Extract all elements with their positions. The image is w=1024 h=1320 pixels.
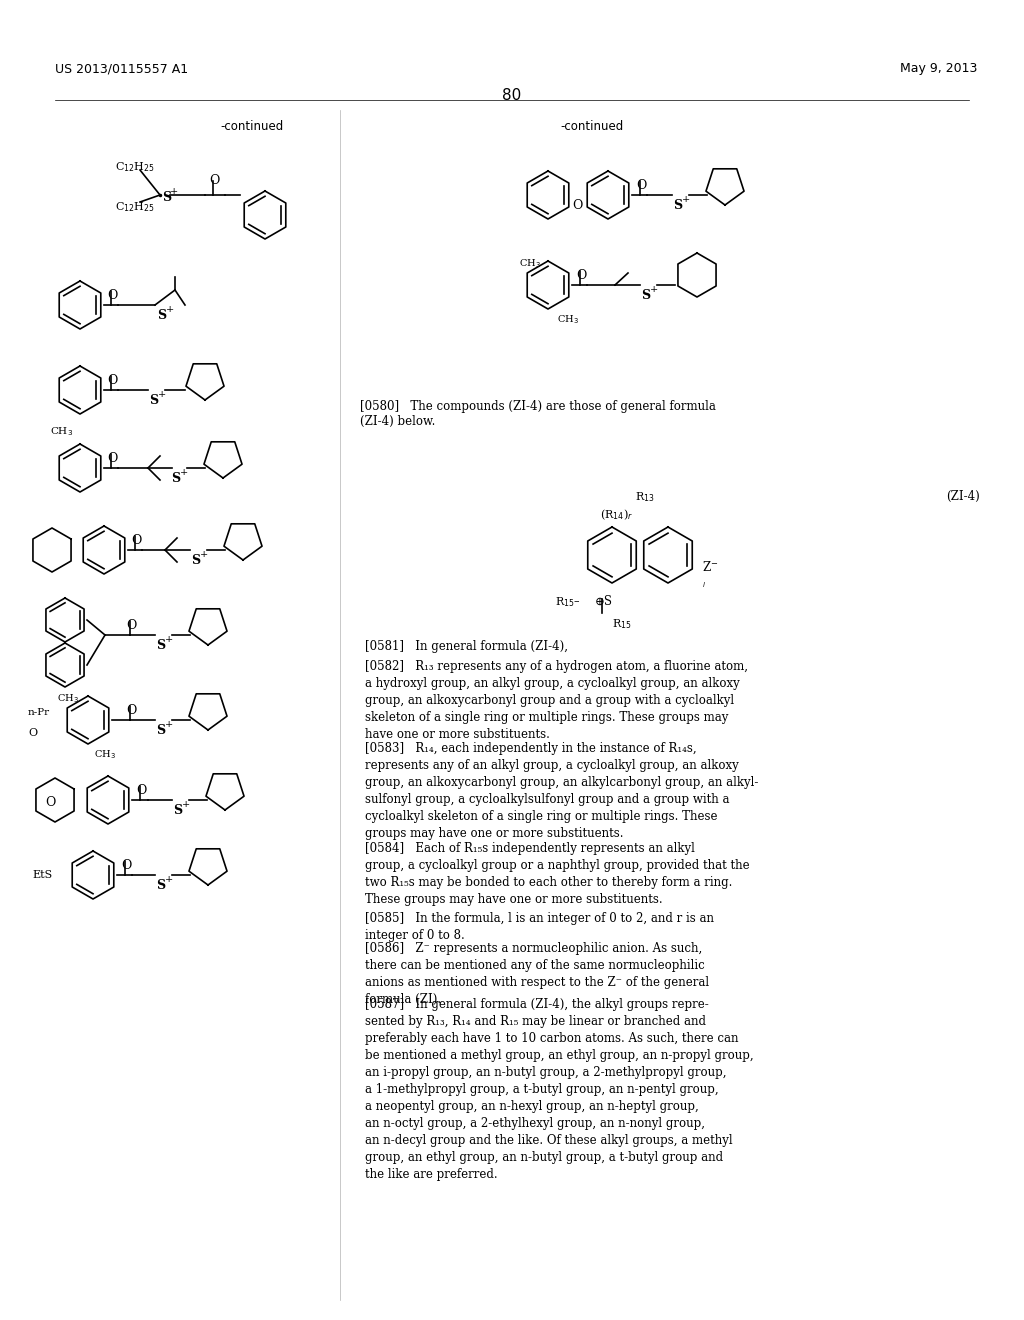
Text: [0583]   R₁₄, each independently in the instance of R₁₄s,
represents any of an a: [0583] R₁₄, each independently in the in…: [365, 742, 759, 840]
Text: S: S: [641, 289, 650, 302]
Text: R$_{13}$: R$_{13}$: [635, 490, 654, 504]
Text: +: +: [682, 195, 690, 205]
Text: (R$_{14}$)$_r$: (R$_{14}$)$_r$: [600, 507, 633, 521]
Text: +: +: [170, 187, 178, 195]
Text: R$_{15}$: R$_{15}$: [612, 616, 632, 631]
Text: S: S: [156, 723, 165, 737]
Text: EtS: EtS: [32, 870, 52, 880]
Text: -continued: -continued: [220, 120, 284, 133]
Text: May 9, 2013: May 9, 2013: [900, 62, 977, 75]
Text: O: O: [575, 269, 587, 282]
Text: [0585]   In the formula, l is an integer of 0 to 2, and r is an
integer of 0 to : [0585] In the formula, l is an integer o…: [365, 912, 714, 942]
Text: +: +: [165, 719, 173, 729]
Text: O: O: [121, 859, 131, 873]
Text: -continued: -continued: [560, 120, 624, 133]
Text: O: O: [106, 451, 118, 465]
Text: Z$^{−}$: Z$^{−}$: [702, 560, 718, 574]
Text: O: O: [209, 174, 219, 187]
Text: [0581]   In general formula (ZI-4),: [0581] In general formula (ZI-4),: [365, 640, 568, 653]
Text: [0584]   Each of R₁₅s independently represents an alkyl
group, a cycloalkyl grou: [0584] Each of R₁₅s independently repres…: [365, 842, 750, 906]
Text: CH$_3$: CH$_3$: [557, 313, 579, 326]
Text: S: S: [157, 309, 166, 322]
Text: O: O: [106, 289, 118, 302]
Text: +: +: [650, 285, 658, 294]
Text: O: O: [572, 199, 583, 213]
Text: O: O: [28, 729, 37, 738]
Text: +: +: [180, 469, 188, 477]
Text: S: S: [156, 879, 165, 892]
Text: +: +: [182, 800, 190, 809]
Text: [0587]   In general formula (ZI-4), the alkyl groups repre-
sented by R₁₃, R₁₄ a: [0587] In general formula (ZI-4), the al…: [365, 998, 754, 1181]
Text: +: +: [158, 389, 166, 399]
Text: R$_{15}$–: R$_{15}$–: [555, 595, 581, 609]
Text: S: S: [171, 473, 180, 484]
Text: $_l$: $_l$: [702, 579, 706, 590]
Text: +: +: [165, 875, 173, 884]
Text: CH$_3$: CH$_3$: [50, 425, 74, 438]
Text: C$_{12}$H$_{25}$: C$_{12}$H$_{25}$: [115, 160, 155, 174]
Text: (ZI-4): (ZI-4): [946, 490, 980, 503]
Text: ⊕S: ⊕S: [595, 595, 613, 609]
Text: S: S: [673, 199, 682, 213]
Text: O: O: [126, 619, 136, 632]
Text: +: +: [165, 635, 173, 644]
Text: CH$_3$: CH$_3$: [519, 257, 541, 269]
Text: C$_{12}$H$_{25}$: C$_{12}$H$_{25}$: [115, 201, 155, 214]
Text: S: S: [191, 554, 200, 568]
Text: O: O: [636, 180, 646, 191]
Text: n-Pr: n-Pr: [28, 708, 50, 717]
Text: O: O: [106, 374, 118, 387]
Text: CH$_3$: CH$_3$: [57, 692, 79, 705]
Text: CH$_3$: CH$_3$: [94, 748, 116, 760]
Text: S: S: [156, 639, 165, 652]
Text: O: O: [45, 796, 55, 809]
Text: 80: 80: [503, 88, 521, 103]
Text: S: S: [150, 393, 158, 407]
Text: S: S: [162, 191, 171, 205]
Text: [0586]   Z⁻ represents a normucleophilic anion. As such,
there can be mentioned : [0586] Z⁻ represents a normucleophilic a…: [365, 942, 710, 1006]
Text: O: O: [126, 704, 136, 717]
Text: S: S: [173, 804, 182, 817]
Text: US 2013/0115557 A1: US 2013/0115557 A1: [55, 62, 188, 75]
Text: O: O: [131, 535, 141, 546]
Text: +: +: [166, 305, 174, 314]
Text: +: +: [200, 550, 208, 558]
Text: [0580]   The compounds (ZI-4) are those of general formula
(ZI-4) below.: [0580] The compounds (ZI-4) are those of…: [360, 400, 716, 428]
Text: [0582]   R₁₃ represents any of a hydrogen atom, a fluorine atom,
a hydroxyl grou: [0582] R₁₃ represents any of a hydrogen …: [365, 660, 748, 741]
Text: O: O: [136, 784, 146, 797]
